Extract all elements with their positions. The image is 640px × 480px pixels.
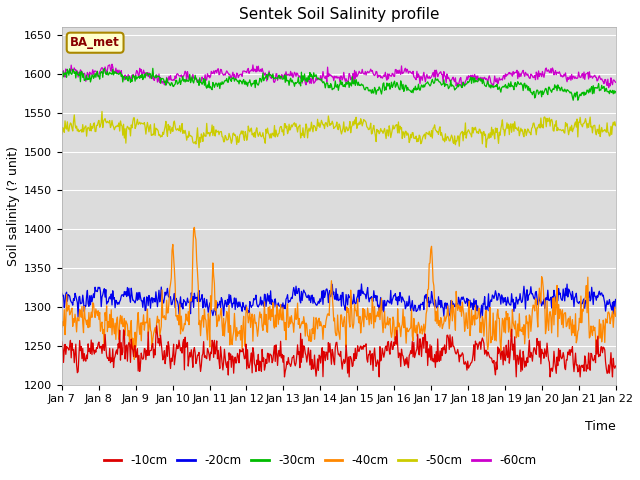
- Title: Sentek Soil Salinity profile: Sentek Soil Salinity profile: [239, 7, 439, 22]
- Legend: -10cm, -20cm, -30cm, -40cm, -50cm, -60cm: -10cm, -20cm, -30cm, -40cm, -50cm, -60cm: [99, 449, 541, 472]
- Y-axis label: Soil salinity (? unit): Soil salinity (? unit): [7, 146, 20, 266]
- Text: Time: Time: [585, 420, 616, 433]
- Text: BA_met: BA_met: [70, 36, 120, 49]
